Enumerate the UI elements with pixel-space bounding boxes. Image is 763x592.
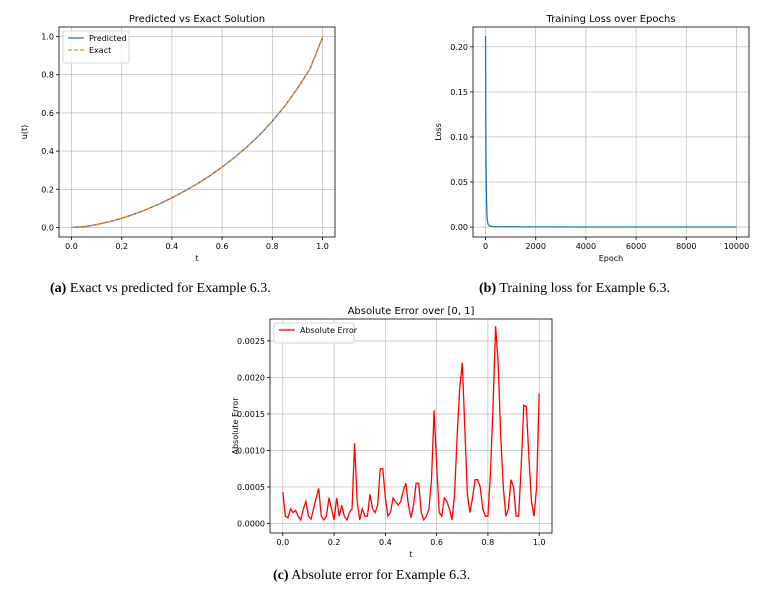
chart-a: 0.0 0.2 0.4 0.6 0.8 1.0 0.0 0.2 0.4 0.6 0.8 1.0 Pred… bbox=[20, 14, 336, 263]
chart-a-ytick-label: 0.6 bbox=[41, 109, 54, 118]
caption-a-text: Exact vs predicted for Example 6.3. bbox=[66, 281, 271, 296]
chart-a-ytick-label: 0.4 bbox=[41, 147, 54, 156]
chart-b-ytick-label: 0.15 bbox=[450, 88, 468, 97]
chart-a-ytick-label: 0.2 bbox=[41, 185, 54, 194]
chart-c-ytick-label: 0.0025 bbox=[237, 337, 265, 346]
caption-a: (a) Exact vs predicted for Example 6.3. bbox=[50, 281, 271, 297]
chart-a-xtick-label: 1.0 bbox=[316, 242, 329, 251]
chart-c-xtick-label: 0.4 bbox=[379, 538, 392, 547]
chart-a-title: Predicted vs Exact Solution bbox=[129, 14, 265, 25]
caption-a-label: (a) bbox=[50, 281, 67, 296]
chart-c-ytick-label: 0.0005 bbox=[237, 483, 265, 492]
chart-c-xtick-label: 0.8 bbox=[482, 538, 495, 547]
chart-c-series-line-1 bbox=[282, 326, 540, 522]
chart-a-frame bbox=[58, 26, 336, 238]
chart-b-xtick-label: 6000 bbox=[626, 242, 646, 251]
chart-a-xtick-label: 0.8 bbox=[266, 242, 279, 251]
chart-a-ytick-label: 1.0 bbox=[41, 33, 54, 42]
chart-a-series-line-1 bbox=[71, 37, 324, 229]
chart-b-ytick-label: 0.20 bbox=[450, 43, 468, 52]
chart-c-xlabel: t bbox=[409, 550, 412, 559]
chart-a-series-line-2 bbox=[71, 37, 324, 229]
chart-c-ylabel: Absolute Error bbox=[231, 397, 240, 455]
chart-b: 0 2000 4000 6000 8000 10000 0.00 0.05 0.10 0.15 0.… bbox=[434, 14, 750, 263]
chart-b-xtick-label: 10000 bbox=[724, 242, 749, 251]
chart-c-legend-label-1: Absolute Error bbox=[300, 326, 358, 335]
chart-a-xtick-label: 0.6 bbox=[216, 242, 229, 251]
chart-c-legend-box bbox=[273, 322, 355, 344]
chart-a-legend-box bbox=[62, 30, 130, 64]
chart-b-ylabel: Loss bbox=[434, 123, 443, 141]
chart-a-xlabel: t bbox=[195, 254, 198, 263]
chart-a-xtick-label: 0.0 bbox=[65, 242, 78, 251]
caption-b-label: (b) bbox=[479, 281, 497, 296]
chart-b-xtick-label: 2000 bbox=[526, 242, 546, 251]
chart-b-xtick-label: 4000 bbox=[576, 242, 596, 251]
chart-a-xtick-label: 0.2 bbox=[115, 242, 128, 251]
chart-a-ytick-label: 0.8 bbox=[41, 71, 54, 80]
chart-a-ytick-label: 0.0 bbox=[41, 223, 54, 232]
chart-c-ytick-label: 0.0015 bbox=[237, 410, 265, 419]
chart-b-xtick-label: 8000 bbox=[676, 242, 696, 251]
chart-b-xlabel: Epoch bbox=[599, 254, 624, 263]
caption-b: (b) Training loss for Example 6.3. bbox=[479, 281, 670, 297]
chart-c-ytick-label: 0.0020 bbox=[237, 373, 265, 382]
chart-b-frame bbox=[472, 26, 750, 238]
chart-a-xtick-label: 0.4 bbox=[166, 242, 179, 251]
chart-c: 0.0 0.2 0.4 0.6 0.8 1.0 0.0000 0.0005 0.0010 0.00… bbox=[231, 306, 553, 559]
chart-a-ylabel: u(t) bbox=[20, 125, 29, 139]
caption-b-text: Training loss for Example 6.3. bbox=[496, 281, 670, 296]
chart-c-xtick-label: 0.6 bbox=[430, 538, 443, 547]
chart-b-series-line-1 bbox=[484, 36, 737, 228]
chart-b-title: Training Loss over Epochs bbox=[545, 14, 675, 25]
caption-c-text: Absolute error for Example 6.3. bbox=[288, 568, 471, 583]
caption-c-label: (c) bbox=[273, 568, 289, 583]
chart-c-frame bbox=[269, 318, 553, 534]
chart-a-legend-label-1: Predicted bbox=[89, 34, 127, 43]
chart-a-legend-label-2: Exact bbox=[89, 46, 111, 55]
chart-c-ytick-label: 0.0000 bbox=[237, 520, 265, 529]
chart-b-ytick-label: 0.05 bbox=[450, 178, 468, 187]
chart-b-xtick-label: 0 bbox=[483, 242, 488, 251]
chart-c-xtick-label: 0.2 bbox=[328, 538, 341, 547]
chart-c-xtick-label: 0.0 bbox=[276, 538, 289, 547]
chart-b-ytick-label: 0.10 bbox=[450, 133, 468, 142]
chart-b-ytick-label: 0.00 bbox=[450, 223, 468, 232]
chart-c-ytick-label: 0.0010 bbox=[237, 446, 265, 455]
caption-c: (c) Absolute error for Example 6.3. bbox=[273, 568, 470, 584]
chart-c-xtick-label: 1.0 bbox=[533, 538, 546, 547]
chart-c-title: Absolute Error over [0, 1] bbox=[348, 306, 475, 317]
